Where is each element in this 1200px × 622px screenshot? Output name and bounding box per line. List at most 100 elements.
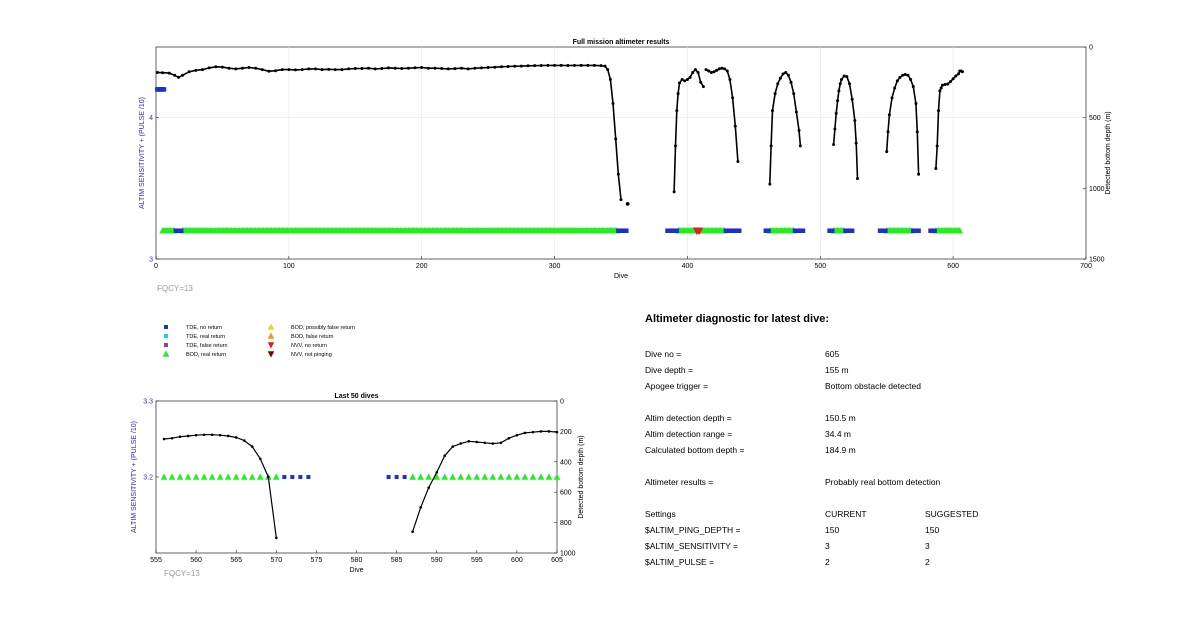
depth-point bbox=[267, 69, 271, 73]
x-tick-label: 590 bbox=[431, 557, 443, 564]
depth-point bbox=[901, 73, 905, 77]
depth-point bbox=[579, 63, 583, 67]
depth-point bbox=[833, 127, 837, 131]
depth-point bbox=[194, 68, 198, 72]
bod-real-return-marker bbox=[240, 473, 248, 480]
depth-point bbox=[519, 64, 523, 68]
depth-point bbox=[938, 89, 942, 93]
depth-point bbox=[515, 433, 519, 437]
depth-point bbox=[769, 144, 773, 148]
depth-point bbox=[946, 82, 950, 86]
depth-point bbox=[427, 486, 430, 489]
depth-point bbox=[280, 68, 284, 72]
legend-label: TDE, false return bbox=[186, 343, 228, 349]
tde-no-return-marker bbox=[932, 228, 937, 233]
full-mission-chart: 0 100 200 300 400 500 600 700 3 4 0 500 1000 1500 Full… bbox=[139, 39, 1112, 293]
x-tick-label: 600 bbox=[511, 557, 523, 564]
bod-real-return-marker bbox=[473, 473, 481, 480]
tde-no-return-marker bbox=[394, 475, 399, 479]
depth-point bbox=[162, 437, 166, 441]
depth-point bbox=[202, 433, 206, 437]
x-tick-label: 605 bbox=[551, 557, 563, 564]
diagnostic-label: Altimeter results = bbox=[645, 477, 714, 487]
depth-point bbox=[483, 441, 487, 445]
depth-point bbox=[446, 67, 450, 71]
depth-point bbox=[836, 99, 840, 103]
depth-line bbox=[935, 70, 963, 169]
fqcy-label: FQCY=13 bbox=[157, 284, 193, 293]
depth-point bbox=[274, 69, 278, 73]
diagnostic-value: 184.9 m bbox=[825, 445, 856, 455]
depth-point bbox=[789, 80, 793, 84]
bod-real-return-marker bbox=[481, 473, 489, 480]
depth-point bbox=[435, 471, 439, 474]
depth-point bbox=[611, 102, 615, 106]
bod-real-return-marker bbox=[176, 473, 184, 480]
depth-point bbox=[608, 78, 612, 82]
depth-point bbox=[546, 63, 550, 67]
y-right-tick-label: 400 bbox=[560, 459, 572, 466]
depth-point bbox=[712, 70, 716, 74]
depth-point bbox=[903, 73, 907, 77]
y-right-tick-label: 600 bbox=[560, 490, 572, 497]
depth-line bbox=[832, 75, 859, 179]
depth-point bbox=[499, 441, 503, 445]
depth-point bbox=[533, 64, 537, 68]
depth-point bbox=[340, 68, 344, 72]
depth-point bbox=[707, 69, 711, 73]
diagnostic-value: 34.4 m bbox=[825, 429, 851, 439]
y-axis-label: ALTIM SENSITIVITY + (PULSE /10) bbox=[139, 97, 146, 209]
legend-marker bbox=[164, 334, 168, 338]
diagnostic-value: 605 bbox=[825, 349, 840, 359]
depth-point bbox=[320, 68, 324, 72]
depth-point bbox=[781, 72, 785, 76]
x-axis-label: Dive bbox=[349, 567, 363, 574]
depth-point bbox=[794, 110, 798, 114]
depth-point bbox=[845, 75, 849, 79]
depth-point bbox=[451, 445, 455, 448]
bod-real-return-marker bbox=[465, 473, 473, 480]
y-right-tick-label: 500 bbox=[1089, 115, 1101, 122]
x-tick-label: 575 bbox=[311, 557, 323, 564]
bod-real-return-marker bbox=[513, 473, 521, 480]
depth-point bbox=[840, 78, 844, 82]
depth-point bbox=[676, 92, 680, 96]
bod-real-return-marker bbox=[417, 473, 424, 480]
bod-real-return-marker bbox=[216, 473, 224, 480]
depth-point bbox=[553, 63, 557, 67]
depth-point bbox=[499, 65, 503, 69]
depth-point bbox=[699, 80, 703, 84]
settings-current-header: CURRENT bbox=[825, 509, 867, 519]
tde-no-return-marker bbox=[306, 475, 311, 479]
bod-real-return-marker bbox=[184, 473, 192, 480]
y-right-axis-label: Detected bottom depth (m) bbox=[1105, 111, 1112, 194]
depth-point bbox=[254, 66, 258, 70]
setting-suggested: 150 bbox=[925, 525, 940, 535]
depth-point bbox=[917, 172, 921, 176]
depth-point bbox=[592, 63, 596, 67]
depth-point bbox=[387, 66, 390, 70]
depth-point bbox=[606, 68, 610, 72]
depth-line bbox=[673, 68, 705, 192]
depth-point bbox=[507, 436, 511, 440]
depth-point bbox=[167, 71, 171, 75]
legend-label: TDE, real return bbox=[186, 334, 225, 340]
depth-point bbox=[559, 63, 563, 67]
depth-point bbox=[210, 433, 214, 437]
setting-current: 3 bbox=[825, 541, 830, 551]
legend-label: BOD, false return bbox=[291, 334, 334, 340]
depth-point bbox=[258, 457, 262, 461]
diagnostic-label: Dive depth = bbox=[645, 365, 693, 375]
tde-no-return-marker bbox=[916, 228, 921, 233]
legend-marker bbox=[267, 332, 275, 339]
depth-point bbox=[832, 143, 836, 147]
depth-line bbox=[412, 430, 558, 532]
legend-marker bbox=[164, 325, 168, 329]
bod-real-return-marker bbox=[425, 473, 432, 480]
tde-no-return-marker bbox=[766, 228, 771, 233]
x-tick-label: 0 bbox=[154, 263, 158, 270]
y-tick-label: 3.3 bbox=[143, 399, 153, 406]
y-right-tick-label: 200 bbox=[560, 429, 572, 436]
bod-real-return-marker bbox=[168, 473, 176, 480]
depth-point bbox=[701, 85, 705, 89]
